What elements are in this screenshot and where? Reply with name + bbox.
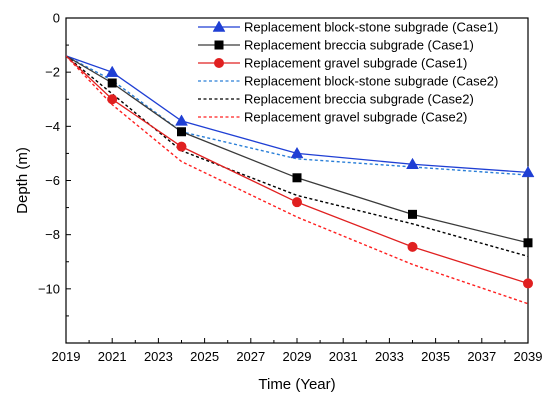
series-3-point <box>176 141 187 152</box>
x-tick-label: 2029 <box>283 349 312 364</box>
y-tick-label: −10 <box>38 281 60 296</box>
y-tick-label: −4 <box>45 119 60 134</box>
series-1-point <box>521 165 535 178</box>
legend-marker-1 <box>212 20 226 32</box>
x-tick-label: 2033 <box>375 349 404 364</box>
series-1-point <box>406 157 419 169</box>
legend-marker-3 <box>214 58 224 68</box>
series-2-point <box>408 209 417 219</box>
x-tick-label: 2037 <box>467 349 496 364</box>
series-line-4 <box>66 55 528 176</box>
x-tick-label: 2031 <box>329 349 358 364</box>
plot-series-group <box>66 55 528 305</box>
series-1-point <box>175 114 188 126</box>
y-tick-label: −8 <box>45 227 60 242</box>
y-axis-title: Depth (m) <box>14 147 31 214</box>
series-2-point <box>107 78 117 88</box>
series-line-3 <box>66 55 528 285</box>
series-3-point <box>523 278 533 289</box>
series-3-point <box>107 94 118 105</box>
y-tick-label: −6 <box>45 173 60 188</box>
series-2-point <box>177 127 186 137</box>
series-line-5 <box>66 55 528 258</box>
x-tick-label: 2039 <box>514 349 543 364</box>
x-tick-label: 2023 <box>144 349 173 364</box>
series-2-point <box>292 173 302 183</box>
legend-label-6: Replacement gravel subgrade (Case2) <box>244 110 467 125</box>
legend-label-3: Replacement gravel subgrade (Case1) <box>244 56 467 71</box>
legend-label-2: Replacement breccia subgrade (Case1) <box>244 38 474 53</box>
legend-label-5: Replacement breccia subgrade (Case2) <box>244 92 474 107</box>
x-tick-label: 2021 <box>98 349 127 364</box>
series-line-6 <box>66 55 528 305</box>
series-3-point <box>407 241 418 252</box>
series-1-point <box>290 146 304 159</box>
x-tick-label: 2027 <box>236 349 265 364</box>
series-line-2 <box>66 55 528 244</box>
series-3-point <box>292 197 302 208</box>
x-tick-label: 2025 <box>190 349 219 364</box>
legend-marker-2 <box>214 40 224 50</box>
legend-label-4: Replacement block-stone subgrade (Case2) <box>244 74 498 89</box>
series-line-1 <box>66 55 528 174</box>
x-axis-title: Time (Year) <box>258 376 335 393</box>
x-tick-label: 2035 <box>421 349 450 364</box>
y-tick-label: 0 <box>53 11 60 26</box>
legend-label-1: Replacement block-stone subgrade (Case1) <box>244 20 498 35</box>
series-2-point <box>523 238 533 248</box>
x-tick-label: 2019 <box>52 349 81 364</box>
series-1-point <box>105 65 119 77</box>
y-tick-label: −2 <box>45 65 60 80</box>
